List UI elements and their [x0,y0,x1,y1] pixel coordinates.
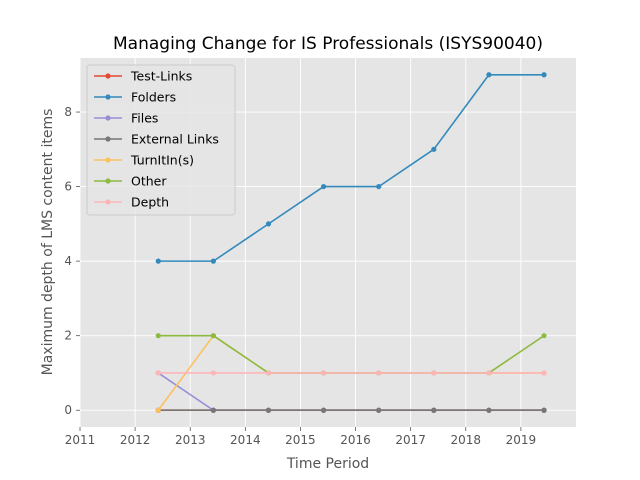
x-tick-label: 2015 [285,433,316,447]
data-point-other [541,333,547,339]
legend-marker [105,136,111,142]
y-tick-label: 0 [64,403,72,417]
legend-marker [105,199,111,205]
legend-label: External Links [131,132,219,147]
data-point-other [155,333,161,339]
data-point-folders [486,72,492,78]
legend-item-folders: Folders [94,90,176,105]
legend-item-turnitin-s: TurnItIn(s) [94,153,194,168]
chart-title: Managing Change for IS Professionals (IS… [113,34,543,54]
y-tick-label: 6 [64,180,72,194]
legend-item-test-links: Test-Links [94,69,192,84]
series-layer [155,72,547,413]
legend-marker [105,157,111,163]
data-point-external-links [376,407,382,413]
y-tick-label: 2 [64,329,72,343]
data-point-depth [155,370,161,376]
legend-marker [105,73,111,79]
series-folders [155,72,547,264]
data-point-depth [320,370,327,376]
data-point-depth [376,370,382,376]
legend-marker [105,94,111,100]
x-tick-label: 2017 [395,433,426,447]
data-point-depth [486,370,492,376]
legend-item-external-links: External Links [94,132,219,147]
data-point-depth [541,370,547,376]
x-tick-label: 2018 [451,433,482,447]
y-tick-label: 8 [64,105,72,119]
data-point-external-links [431,407,437,413]
data-point-external-links [265,407,272,413]
legend: Test-Links Folders Files External Links Turn… [86,64,236,216]
legend-item-other: Other [94,174,167,189]
legend-box [86,64,236,216]
series-line-folders [158,73,545,262]
legend-item-files: Files [94,111,158,126]
data-point-external-links [320,407,327,413]
data-point-depth [265,370,272,376]
legend-marker [105,115,111,121]
data-point-folders [320,183,327,190]
x-tick-label: 2011 [65,433,96,447]
legend-label: Depth [131,195,169,210]
data-point-depth [210,370,216,376]
x-tick-label: 2013 [175,433,206,447]
data-point-depth [431,370,437,376]
y-axis-ticks: 0 2 4 6 8 [64,105,80,417]
data-point-external-links [486,407,492,413]
data-point-external-links [541,407,547,413]
data-point-folders [265,221,272,227]
data-point-folders [376,183,382,190]
x-tick-label: 2012 [120,433,151,447]
x-axis-label: Time Period [286,456,369,472]
x-tick-label: 2016 [340,433,371,447]
data-point-folders [155,258,161,264]
data-point-external-links [210,407,216,413]
x-axis-ticks: 2011 2012 2013 2014 2015 2016 2017 2018 2019 [65,427,536,447]
data-point-folders [210,258,216,264]
data-point-other [210,333,216,339]
series-depth [155,370,547,376]
legend-label: Other [131,174,167,189]
legend-label: TurnItIn(s) [130,153,194,168]
legend-label: Test-Links [130,69,192,84]
data-point-folders [541,72,547,78]
legend-item-depth: Depth [94,195,169,210]
y-axis-label: Maximum depth of LMS content items [40,109,56,376]
data-point-folders [431,146,437,152]
legend-marker [105,178,111,184]
legend-label: Files [131,111,158,126]
x-tick-label: 2019 [506,433,537,447]
y-tick-label: 4 [64,254,72,268]
legend-label: Folders [131,90,176,105]
x-tick-label: 2014 [230,433,261,447]
data-point-turnitin-s [155,407,161,413]
